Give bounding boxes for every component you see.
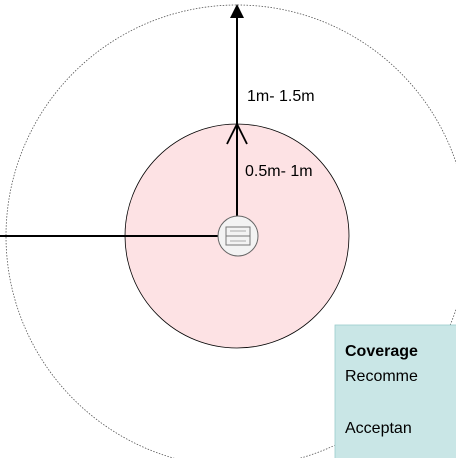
outer-arrow-head xyxy=(230,4,244,18)
sensor-device xyxy=(217,215,259,257)
inner-arrow-head xyxy=(226,121,248,145)
inner-range-label: 0.5m- 1m xyxy=(245,163,313,180)
info-box-line: Acceptan xyxy=(345,420,412,437)
info-box-line: Recomme xyxy=(345,368,418,385)
outer-range-label: 1m- 1.5m xyxy=(247,88,315,105)
info-box xyxy=(334,324,456,458)
info-box-title: Coverage xyxy=(345,343,418,360)
